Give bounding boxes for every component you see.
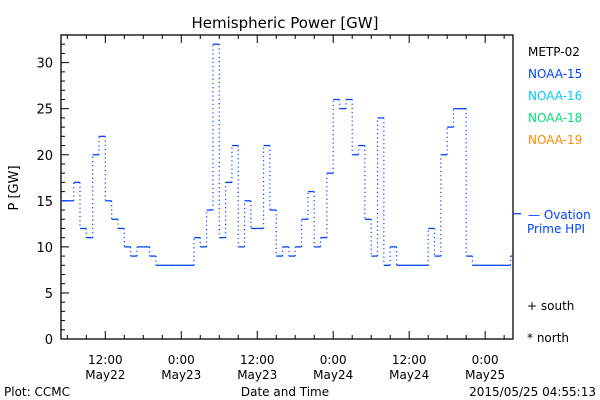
- x-tick-date-label: May25: [465, 368, 505, 382]
- legend-item-noaa-19: NOAA-19: [528, 133, 582, 147]
- y-tick-label: 10: [36, 241, 53, 256]
- legend-south: + south: [527, 299, 574, 313]
- x-tick-time-label: 0:00: [168, 353, 195, 367]
- legend-ovation-line2: Prime HPI: [527, 222, 585, 236]
- x-tick-time-label: 12:00: [240, 353, 275, 367]
- y-tick-label: 30: [36, 57, 53, 72]
- y-tick-label: 20: [36, 149, 53, 164]
- y-tick-label: 25: [36, 103, 53, 118]
- x-tick-date-label: May22: [85, 368, 125, 382]
- x-axis-label: Date and Time: [241, 385, 329, 399]
- x-tick-date-label: May23: [161, 368, 201, 382]
- x-tick-time-label: 12:00: [88, 353, 123, 367]
- legend-item-noaa-15: NOAA-15: [528, 67, 582, 81]
- x-tick-time-label: 0:00: [472, 353, 499, 367]
- x-tick-date-label: May23: [237, 368, 277, 382]
- legend-ovation-line1: — Ovation: [528, 208, 591, 222]
- x-tick-date-label: May24: [389, 368, 429, 382]
- y-tick-label: 15: [36, 195, 53, 210]
- legend-north: * north: [527, 331, 569, 345]
- plot-frame: [60, 34, 514, 340]
- y-axis-label: P [GW]: [7, 165, 22, 210]
- x-tick-time-label: 0:00: [320, 353, 347, 367]
- chart-title: Hemispheric Power [GW]: [192, 14, 379, 32]
- legend-item-metp-02: METP-02: [528, 45, 580, 59]
- x-tick-date-label: May24: [313, 368, 353, 382]
- plot-credit: Plot: CCMC: [4, 385, 70, 399]
- y-tick-label: 5: [45, 287, 53, 302]
- plot-timestamp: 2015/05/25 04:55:13: [469, 385, 596, 399]
- legend-item-noaa-18: NOAA-18: [528, 111, 582, 125]
- y-tick-label: 0: [45, 333, 53, 348]
- x-tick-time-label: 12:00: [392, 353, 427, 367]
- legend-item-noaa-16: NOAA-16: [528, 89, 582, 103]
